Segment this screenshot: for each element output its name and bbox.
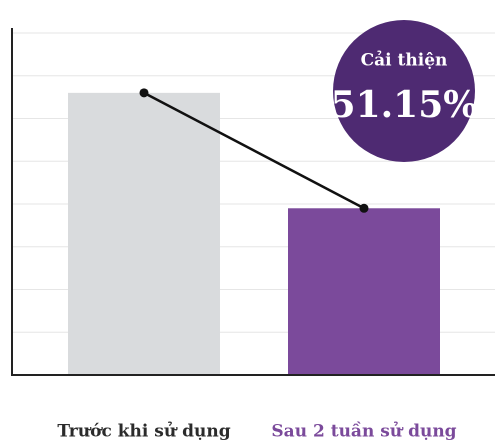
badge-title: Cải thiện <box>361 51 448 71</box>
trend-point <box>359 203 369 213</box>
x-tick-label: Sau 2 tuần sử dụng <box>271 422 456 442</box>
bar <box>288 208 440 375</box>
x-tick-label: Trước khi sử dụng <box>57 422 230 442</box>
badge <box>333 20 475 162</box>
bar <box>68 92 220 375</box>
badge-value: 51.15% <box>331 84 478 126</box>
plot: Trước khi sử dụng Sau 2 tuần sử dụng Cải t… <box>13 20 495 442</box>
trend-point <box>139 88 149 98</box>
trend-line <box>143 91 365 210</box>
